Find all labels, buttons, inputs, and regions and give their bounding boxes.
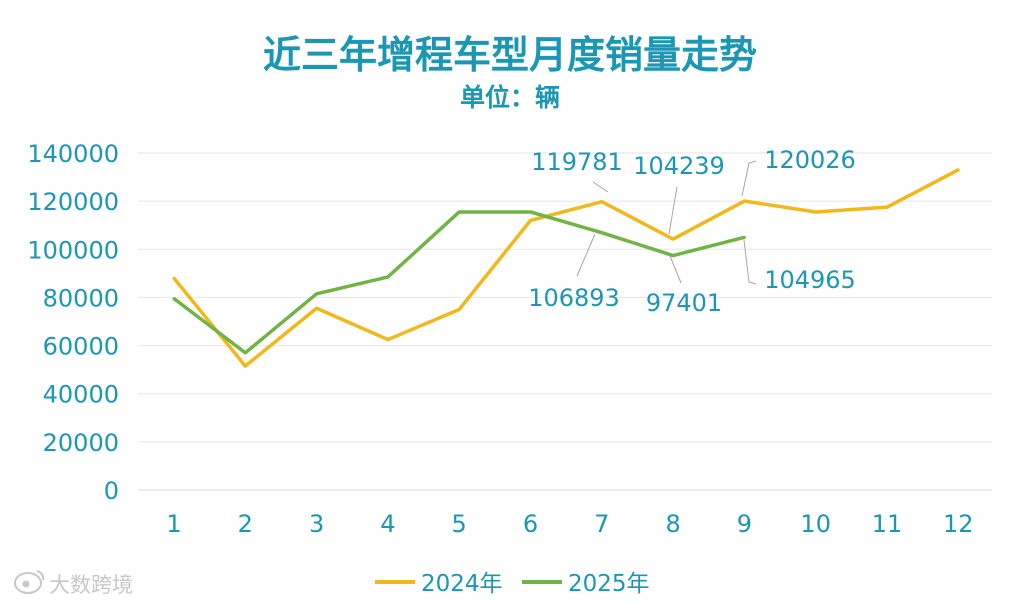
data-point [457, 307, 461, 311]
data-label: 104965 [764, 266, 856, 294]
data-point [671, 237, 675, 241]
y-tick-label: 140000 [27, 140, 119, 168]
x-tick-label: 10 [800, 510, 831, 538]
y-tick-label: 60000 [43, 333, 119, 361]
data-point [315, 306, 319, 310]
x-tick-label: 9 [737, 510, 752, 538]
data-point [172, 297, 176, 301]
y-tick-label: 120000 [27, 188, 119, 216]
y-tick-label: 0 [104, 477, 119, 505]
data-point [600, 200, 604, 204]
legend-label: 2025年 [568, 571, 650, 597]
data-label: 106893 [528, 284, 620, 312]
x-tick-label: 7 [594, 510, 609, 538]
data-point [529, 218, 532, 222]
x-tick-label: 1 [166, 510, 181, 538]
data-point [386, 338, 390, 342]
data-point [600, 231, 604, 235]
data-point [885, 205, 889, 209]
y-tick-label: 100000 [27, 236, 119, 264]
label-leader-line [576, 233, 596, 277]
watermark: 大数跨境 [14, 570, 133, 597]
x-tick-label: 3 [309, 510, 324, 538]
legend-label: 2024年 [421, 571, 503, 597]
data-label: 104239 [633, 152, 725, 180]
label-leader-line [743, 239, 757, 285]
y-axis-ticks: 0 20000 40000 60000 80000 100000 120000 140000 [27, 140, 119, 505]
x-axis-ticks: 1 2 3 4 5 6 7 8 9 10 11 12 [166, 510, 973, 538]
data-point [671, 254, 675, 258]
label-leader-line [668, 186, 678, 235]
data-point [386, 275, 390, 279]
y-tick-label: 20000 [43, 429, 119, 457]
label-leader-line [741, 160, 757, 197]
legend: 2024年 2025年 [375, 571, 650, 597]
data-point [956, 168, 960, 172]
label-leader-line [669, 255, 682, 284]
data-point [243, 364, 247, 368]
data-point [814, 210, 818, 214]
data-point [243, 351, 247, 355]
x-tick-label: 4 [380, 510, 395, 538]
chart-title: 近三年增程车型月度销量走势 [263, 33, 757, 77]
x-tick-label: 5 [452, 510, 467, 538]
data-point [742, 235, 746, 239]
data-label: 119781 [531, 148, 623, 176]
weibo-logo-icon [14, 570, 45, 594]
x-tick-label: 6 [523, 510, 538, 538]
data-point [529, 210, 532, 214]
series-line-0 [172, 168, 960, 368]
watermark-text: 大数跨境 [49, 573, 133, 597]
x-tick-label: 11 [872, 510, 903, 538]
chart-subtitle: 单位：辆 [460, 83, 560, 112]
x-tick-label: 2 [238, 510, 253, 538]
data-labels: 119781 104239 120026 106893 97401 104965 [528, 146, 856, 317]
x-tick-label: 12 [943, 510, 974, 538]
data-point [172, 276, 176, 280]
label-leader-line [592, 181, 609, 193]
gridlines [138, 152, 992, 491]
y-tick-label: 80000 [43, 284, 119, 312]
x-tick-label: 8 [665, 510, 680, 538]
series-lines [172, 168, 960, 368]
data-label: 97401 [646, 289, 722, 317]
data-point [742, 199, 746, 203]
data-point [457, 210, 461, 214]
data-point [315, 292, 319, 296]
data-label: 120026 [764, 146, 856, 174]
y-tick-label: 40000 [43, 381, 119, 409]
